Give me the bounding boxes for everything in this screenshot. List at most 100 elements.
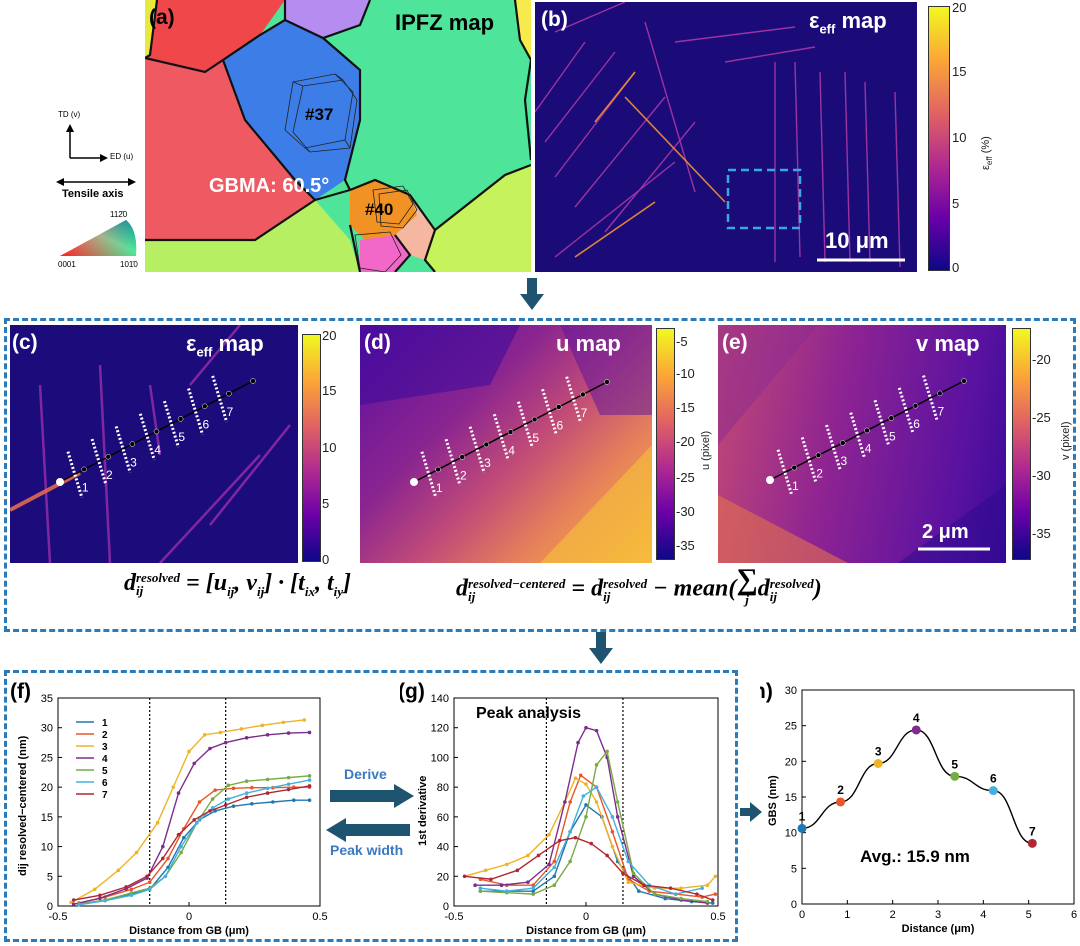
series-point-6 xyxy=(505,889,509,893)
profile-cross-line xyxy=(138,413,156,461)
series-point-5 xyxy=(478,889,483,893)
series-point-3 xyxy=(239,727,244,731)
profile-cross-line xyxy=(211,375,229,423)
down-arrow-1 xyxy=(520,278,544,310)
series-point-5 xyxy=(307,774,312,778)
profile-cross-line xyxy=(66,451,84,499)
colorbar-e-tick: -35 xyxy=(1032,526,1051,541)
profile-node xyxy=(153,428,160,435)
series-point-7 xyxy=(462,874,467,879)
profile-node xyxy=(483,441,490,448)
colorbar-e-title: v (pixel) xyxy=(1060,421,1072,460)
profile-cross-line xyxy=(90,438,108,486)
gbs-point-label: 6 xyxy=(990,772,997,786)
ipfz-map: (a) IPFZ map #37 #40 GBMA: 60.5° xyxy=(145,0,531,272)
profile-node xyxy=(129,441,136,447)
series-point-7 xyxy=(642,883,646,887)
series-point-4 xyxy=(192,761,197,766)
series-point-6 xyxy=(552,865,557,870)
series-point-1 xyxy=(231,804,236,808)
series-point-4 xyxy=(563,800,567,804)
y-tick-label: 120 xyxy=(431,723,449,735)
series-point-4 xyxy=(176,791,181,795)
ipfz-grains-svg xyxy=(145,0,531,272)
series-point-2 xyxy=(213,788,217,792)
plot-frame xyxy=(801,689,1075,905)
eff-map-large-svg xyxy=(535,2,917,272)
panel-e-title: v map xyxy=(916,331,980,356)
profile-point-label: 6 xyxy=(557,418,564,432)
x-tick-label: -0.5 xyxy=(49,911,68,923)
series-point-7 xyxy=(145,874,149,879)
axes-legend-svg xyxy=(56,124,137,256)
series-point-5 xyxy=(265,777,270,782)
series-point-1 xyxy=(710,901,715,905)
profile-node xyxy=(791,464,797,471)
v-map-svg: 1 2 3 4 5 6 7 xyxy=(718,325,1006,563)
panel-f-label: (f) xyxy=(10,680,31,703)
series-point-6 xyxy=(581,794,586,798)
series-point-1 xyxy=(292,798,296,803)
profile-cross-line xyxy=(565,376,583,424)
profile-point-label: 1 xyxy=(792,479,799,493)
profile-node xyxy=(226,390,232,397)
series-point-5 xyxy=(594,763,599,767)
series-point-3 xyxy=(713,874,718,879)
profile-cross-line xyxy=(444,438,462,486)
series-point-1 xyxy=(584,803,588,807)
u-map-svg: 1 2 3 4 5 6 7 xyxy=(360,325,652,563)
colorbar-b-tick: 10 xyxy=(952,130,967,145)
series-point-6 xyxy=(129,893,134,898)
eff-map-large: (b) εeff map 10 μm xyxy=(535,2,917,272)
gbs-point-7 xyxy=(1027,838,1037,848)
profile-point-label: 3 xyxy=(484,456,491,470)
eff-map-zoom-svg: 1 2 3 4 5 6 7 xyxy=(10,325,298,563)
profile-point-label: 1 xyxy=(436,481,443,495)
series-point-2 xyxy=(166,856,170,861)
profile-node xyxy=(815,452,822,458)
profile-point-label: 2 xyxy=(460,468,467,482)
ed-axis-label: ED (u) xyxy=(110,152,134,161)
profile-cross-line xyxy=(800,437,818,484)
ipf-1120-label: 112̄0 xyxy=(110,210,128,219)
series-point-7 xyxy=(161,856,165,861)
gbs-point-label: 3 xyxy=(875,744,882,758)
series-point-4 xyxy=(161,844,165,849)
series-point-4 xyxy=(473,883,477,887)
series-point-3 xyxy=(187,749,191,754)
x-tick-label: -0.5 xyxy=(445,911,464,923)
legend-label-7: 7 xyxy=(102,790,108,801)
panel-a-label: (a) xyxy=(149,6,175,29)
panel-e-label: (e) xyxy=(722,331,748,354)
profile-node xyxy=(840,440,846,446)
y-tick-label: 10 xyxy=(41,842,53,854)
colorbar-d-title: u (pixel) xyxy=(700,430,712,470)
profile-cross-line xyxy=(541,388,558,436)
colorbar-c-tick: 10 xyxy=(322,440,337,455)
series-point-6 xyxy=(700,886,704,890)
profile-cross-line xyxy=(776,449,794,497)
y-tick-label: 5 xyxy=(791,863,797,875)
series-point-4 xyxy=(307,730,312,735)
series-point-3 xyxy=(69,900,73,905)
series-point-5 xyxy=(552,883,557,887)
y-tick-label: 30 xyxy=(785,685,797,697)
series-point-5 xyxy=(286,775,291,780)
series-point-6 xyxy=(103,898,107,903)
y-tick-label: 0 xyxy=(791,899,797,911)
td-axis-label: TD (v) xyxy=(58,110,81,119)
y-tick-label: 5 xyxy=(47,871,53,883)
y-axis-label: dij resolved−centered (nm) xyxy=(17,735,29,876)
profile-point-label: 3 xyxy=(841,454,848,468)
profile-node xyxy=(604,379,610,385)
series-point-6 xyxy=(163,874,168,879)
series-point-3 xyxy=(705,883,710,887)
colorbar-c xyxy=(302,334,321,562)
series-point-2 xyxy=(610,829,615,834)
series-point-4 xyxy=(526,880,530,885)
colorbar-b xyxy=(928,6,950,271)
series-point-3 xyxy=(483,868,488,873)
x-axis-label: Distance from GB (μm) xyxy=(526,925,646,937)
panel-g-label: (g) xyxy=(400,680,425,703)
